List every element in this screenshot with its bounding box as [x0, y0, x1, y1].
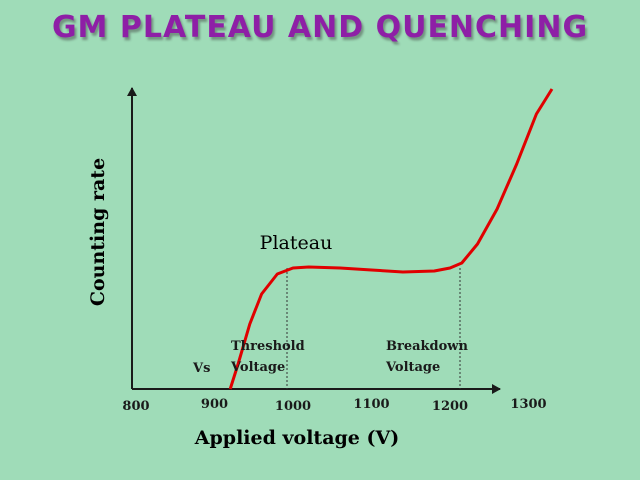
- plateau-label: Plateau: [260, 232, 333, 254]
- x-tick-label: 900: [201, 397, 228, 412]
- threshold-label-line-1: Threshold: [231, 339, 305, 354]
- threshold-voltage-label: Threshold Voltage: [230, 339, 309, 375]
- x-tick-label: 1300: [510, 397, 546, 412]
- x-tick-label: 1000: [275, 399, 311, 414]
- vs-label: Vs: [192, 361, 210, 376]
- threshold-label-line-2: Voltage: [230, 360, 285, 375]
- x-tick-labels: 800 900 1000 1100 1200 1300: [122, 397, 546, 414]
- x-tick-label: 800: [122, 399, 149, 414]
- y-axis-title: Counting rate: [87, 158, 109, 306]
- x-axis-title: Applied voltage (V): [194, 427, 399, 449]
- breakdown-voltage-label: Breakdown Voltage: [385, 339, 472, 375]
- x-tick-label: 1200: [432, 399, 468, 414]
- x-tick-label: 1100: [353, 397, 389, 412]
- slide-title: GM PLATEAU AND QUENCHING: [51, 10, 589, 45]
- counting-rate-curve: [228, 88, 554, 390]
- breakdown-label-line-2: Voltage: [385, 360, 440, 375]
- breakdown-label-line-1: Breakdown: [386, 339, 468, 354]
